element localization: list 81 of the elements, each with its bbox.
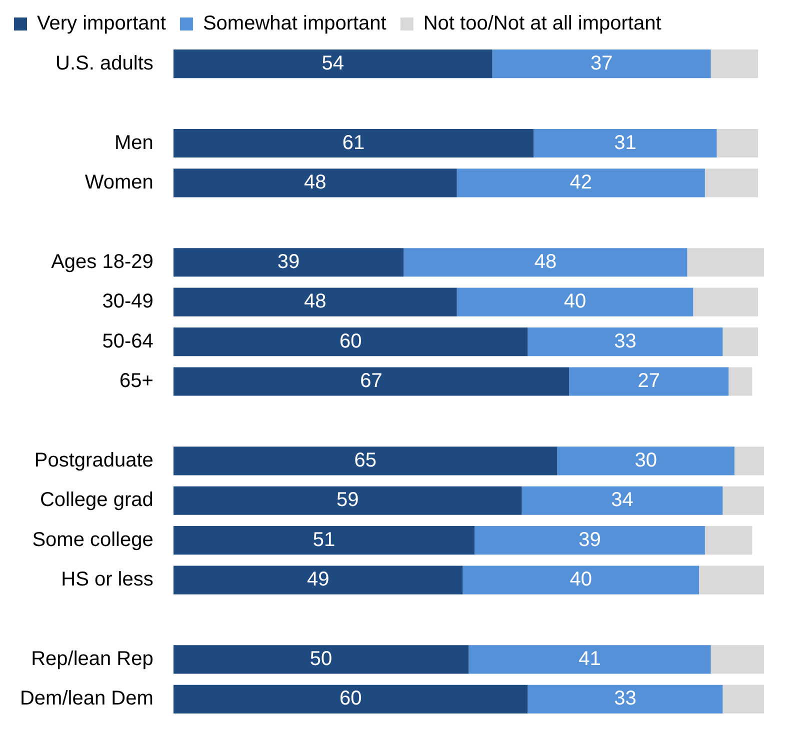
bar xyxy=(173,128,534,158)
data-label: 48 xyxy=(304,290,326,313)
y-tick-label: Ages 18-29 xyxy=(51,250,154,273)
data-label: 51 xyxy=(312,528,336,551)
y-tick-label: 65+ xyxy=(119,370,154,392)
bar xyxy=(569,367,729,396)
bar xyxy=(734,446,764,476)
legend-label: Somewhat important xyxy=(202,12,387,35)
bar xyxy=(173,684,528,714)
bar xyxy=(699,566,764,594)
bar xyxy=(173,486,522,515)
bar xyxy=(722,486,764,515)
bar xyxy=(173,328,528,356)
data-label: 39 xyxy=(277,250,300,273)
bar xyxy=(687,248,764,277)
y-tick-label: Men xyxy=(114,132,154,154)
bar xyxy=(173,248,404,277)
data-label: 54 xyxy=(322,52,344,74)
y-tick-label: Dem/lean Dem xyxy=(20,688,154,710)
bar xyxy=(693,288,758,316)
bar xyxy=(173,645,469,674)
data-label: 40 xyxy=(564,290,586,313)
data-label: 42 xyxy=(570,171,592,194)
bar xyxy=(173,526,475,555)
y-tick-label: Some college xyxy=(32,528,154,551)
y-tick-label: College grad xyxy=(40,489,154,512)
data-label: 60 xyxy=(339,688,362,710)
data-label: 31 xyxy=(614,132,636,154)
y-tick-label: HS or less xyxy=(61,568,154,591)
data-label: 37 xyxy=(590,52,613,74)
bar xyxy=(528,328,723,356)
bar xyxy=(534,128,717,158)
data-label: 33 xyxy=(614,688,636,710)
data-label: 65 xyxy=(354,449,376,472)
bar xyxy=(704,168,758,198)
bar xyxy=(722,684,764,714)
bar xyxy=(557,446,734,476)
data-label: 40 xyxy=(570,568,592,591)
bar xyxy=(492,50,711,78)
data-label: 48 xyxy=(304,171,326,194)
data-label: 27 xyxy=(638,370,660,392)
data-label: 41 xyxy=(578,648,601,670)
y-tick-label: 30-49 xyxy=(102,290,154,313)
data-label: 61 xyxy=(342,132,365,154)
bar xyxy=(462,566,700,594)
bar xyxy=(710,645,764,674)
bar xyxy=(173,288,457,316)
y-tick-label: Women xyxy=(84,171,154,194)
bar xyxy=(728,367,752,396)
bar xyxy=(468,645,711,674)
data-label: 67 xyxy=(360,370,382,392)
bar xyxy=(474,526,705,555)
data-label: 60 xyxy=(339,330,362,352)
legend-label: Not too/Not at all important xyxy=(423,12,662,35)
bar xyxy=(404,248,688,277)
y-tick-label: Postgraduate xyxy=(34,449,154,472)
bar xyxy=(173,566,463,594)
bar xyxy=(528,684,723,714)
data-label: 30 xyxy=(634,449,657,472)
data-label: 39 xyxy=(578,528,601,551)
data-label: 34 xyxy=(611,489,634,512)
bar xyxy=(456,168,705,198)
data-label: 50 xyxy=(310,648,332,670)
bar xyxy=(173,50,492,78)
bar xyxy=(173,367,570,396)
bar xyxy=(173,446,558,476)
bar xyxy=(704,526,752,555)
data-label: 59 xyxy=(336,489,359,512)
data-label: 48 xyxy=(534,250,557,273)
bar xyxy=(456,288,694,316)
bar xyxy=(522,486,723,515)
y-tick-label: 50-64 xyxy=(102,330,154,352)
bar xyxy=(716,128,758,158)
bar xyxy=(173,168,457,198)
data-label: 49 xyxy=(306,568,330,591)
data-label: 33 xyxy=(614,330,636,352)
bar xyxy=(710,50,758,78)
legend-label: Very important xyxy=(37,12,166,35)
bar xyxy=(722,328,758,356)
y-tick-label: Rep/lean Rep xyxy=(31,648,154,670)
y-tick-label: U.S. adults xyxy=(56,52,154,74)
